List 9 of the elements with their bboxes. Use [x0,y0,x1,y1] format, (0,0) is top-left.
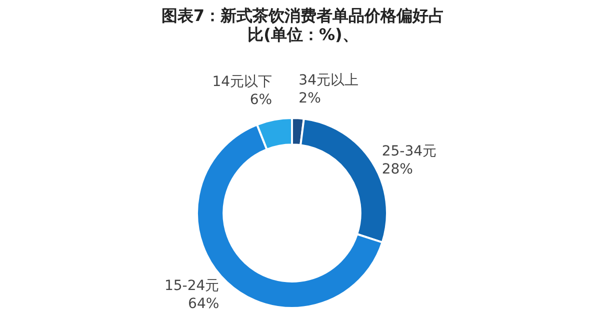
slice-label: 25-34元 [382,144,437,160]
slice-label: 34元以上 [298,72,359,88]
data-label: 28% [382,162,413,178]
chart-title: 图表7：新式茶饮消费者单品价格偏好占比(单位：%)、 [160,6,446,44]
data-label: 2% [298,90,321,106]
data-label: 64% [188,296,220,312]
data-label: 6% [250,92,272,108]
slice-label: 15-24元 [164,278,220,294]
slice-label: 14元以下 [212,74,272,90]
